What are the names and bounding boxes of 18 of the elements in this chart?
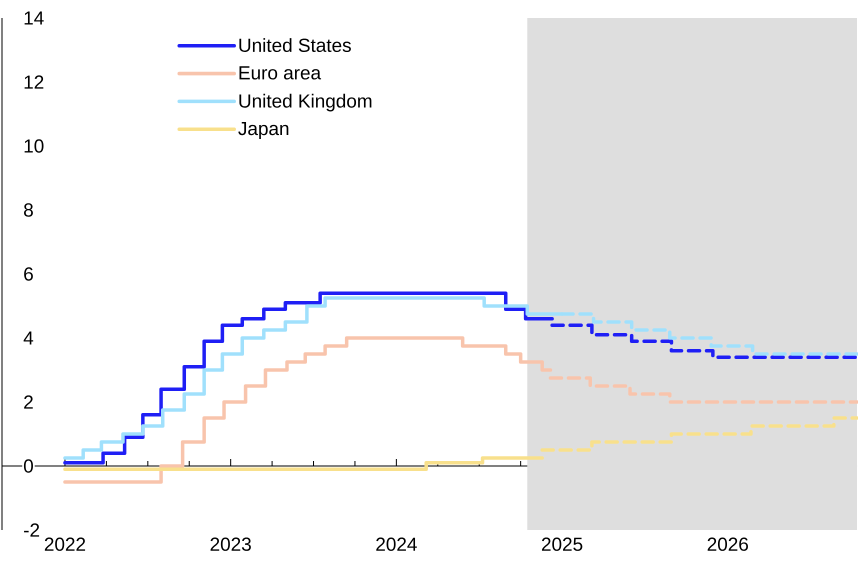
legend-label: United Kingdom: [239, 94, 372, 112]
x-tick-label: 2024: [376, 538, 417, 551]
y-tick-label: 12: [24, 75, 44, 89]
y-tick-label: 0: [24, 459, 33, 473]
legend-label: Japan: [238, 122, 288, 139]
y-tick-label: 8: [24, 203, 33, 217]
legend-label: United States: [239, 38, 351, 52]
legend-label: Euro area: [240, 66, 322, 80]
x-tick-label: 2023: [210, 538, 251, 551]
y-tick-label: 6: [24, 267, 33, 281]
y-tick-label: 14: [24, 11, 44, 25]
x-tick-label: 2022: [44, 538, 86, 551]
y-tick-label: -2: [24, 523, 40, 537]
x-tick-label: 2026: [708, 538, 748, 551]
x-tick-label: 2025: [542, 538, 582, 551]
y-tick-label: 10: [24, 139, 44, 153]
y-tick-label: 4: [24, 331, 34, 345]
y-tick-label: 2: [24, 395, 33, 409]
